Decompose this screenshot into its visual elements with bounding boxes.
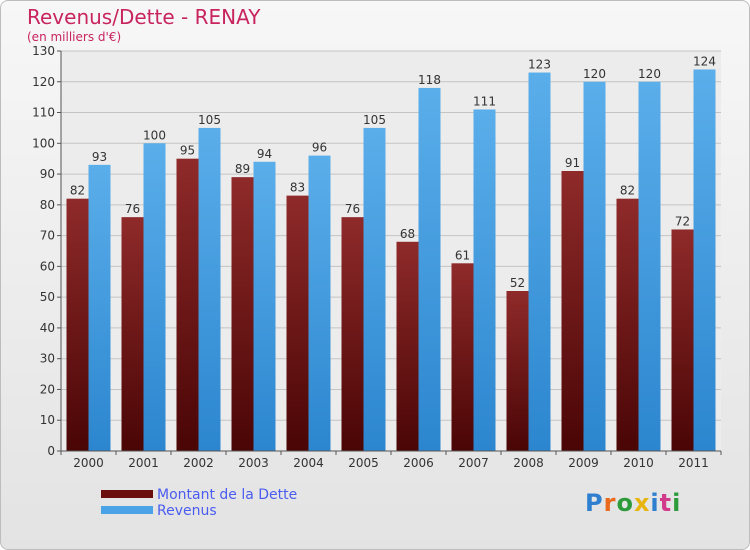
bar-debt <box>341 217 364 451</box>
y-tick-label: 80 <box>40 198 55 212</box>
bar-debt <box>451 263 474 451</box>
x-tick-label: 2008 <box>513 456 544 470</box>
y-tick-label: 90 <box>40 167 55 181</box>
y-tick-label: 130 <box>32 44 55 58</box>
y-tick-label: 10 <box>40 413 55 427</box>
data-label-revenue: 111 <box>473 94 496 108</box>
bar-debt <box>561 171 584 451</box>
x-tick-label: 2002 <box>183 456 214 470</box>
data-label-revenue: 100 <box>143 128 166 142</box>
y-tick-label: 50 <box>40 290 55 304</box>
bar-debt <box>616 198 639 451</box>
bar-debt <box>506 291 529 451</box>
bar-revenue <box>88 164 111 451</box>
bar-revenue <box>473 109 496 451</box>
data-label-debt: 72 <box>675 214 690 228</box>
x-tick-label: 2010 <box>623 456 654 470</box>
data-label-debt: 82 <box>620 184 635 198</box>
bar-debt <box>231 177 254 451</box>
bar-revenue <box>418 87 441 451</box>
data-label-debt: 91 <box>565 156 580 170</box>
y-tick-label: 60 <box>40 259 55 273</box>
bar-revenue <box>253 161 276 451</box>
bar-debt <box>396 241 419 451</box>
y-tick-label: 70 <box>40 229 55 243</box>
bar-revenue <box>198 127 221 451</box>
data-label-debt: 76 <box>125 202 140 216</box>
data-label-revenue: 118 <box>418 73 441 87</box>
y-tick-label: 120 <box>32 75 55 89</box>
data-label-revenue: 124 <box>693 54 716 68</box>
legend-label-revenue: Revenus <box>157 503 217 519</box>
bar-revenue <box>308 155 331 451</box>
bar-revenue <box>143 143 166 452</box>
legend-swatch-debt <box>101 490 153 498</box>
data-label-debt: 83 <box>290 181 305 195</box>
x-tick-label: 2004 <box>293 456 324 470</box>
data-label-debt: 82 <box>70 184 85 198</box>
data-label-debt: 95 <box>180 144 195 158</box>
x-tick-label: 2001 <box>128 456 159 470</box>
x-tick-label: 2011 <box>678 456 709 470</box>
data-label-revenue: 123 <box>528 58 551 72</box>
bar-debt <box>286 195 309 451</box>
y-tick-label: 40 <box>40 321 55 335</box>
x-tick-label: 2009 <box>568 456 599 470</box>
data-label-debt: 61 <box>455 248 470 262</box>
data-label-debt: 89 <box>235 162 250 176</box>
data-label-debt: 68 <box>400 227 415 241</box>
bar-revenue <box>363 127 386 451</box>
chart-title: Revenus/Dette - RENAY <box>27 5 261 29</box>
data-label-revenue: 105 <box>363 113 386 127</box>
chart-subtitle: (en milliers d'€) <box>27 30 122 44</box>
x-tick-label: 2006 <box>403 456 434 470</box>
data-label-debt: 52 <box>510 276 525 290</box>
x-tick-label: 2005 <box>348 456 379 470</box>
bar-debt <box>176 158 199 451</box>
data-label-revenue: 105 <box>198 113 221 127</box>
data-label-revenue: 120 <box>638 67 661 81</box>
x-tick-label: 2000 <box>73 456 104 470</box>
legend-label-debt: Montant de la Dette <box>157 487 298 503</box>
plot-background <box>61 51 721 451</box>
bar-debt <box>121 217 144 451</box>
bar-revenue <box>693 69 716 451</box>
y-tick-label: 0 <box>47 444 55 458</box>
y-tick-label: 110 <box>32 106 55 120</box>
x-tick-label: 2007 <box>458 456 489 470</box>
y-tick-label: 100 <box>32 136 55 150</box>
bar-revenue <box>528 72 551 452</box>
data-label-debt: 76 <box>345 202 360 216</box>
data-label-revenue: 96 <box>312 141 327 155</box>
y-tick-label: 20 <box>40 382 55 396</box>
x-tick-label: 2003 <box>238 456 269 470</box>
proxiti-logo: Proxiti <box>585 489 682 517</box>
bar-debt <box>66 198 89 451</box>
y-tick-label: 30 <box>40 352 55 366</box>
bar-debt <box>671 229 694 451</box>
data-label-revenue: 120 <box>583 67 606 81</box>
bar-revenue <box>638 81 661 452</box>
bar-revenue <box>583 81 606 452</box>
data-label-revenue: 93 <box>92 150 107 164</box>
legend-swatch-revenue <box>101 506 153 514</box>
data-label-revenue: 94 <box>257 147 272 161</box>
